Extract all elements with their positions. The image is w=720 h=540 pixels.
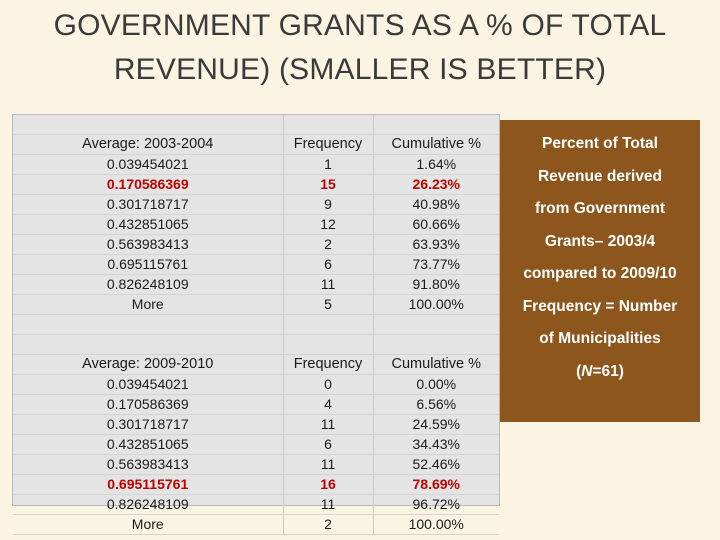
table-row: 0.695115761 6 73.77% [13, 254, 499, 275]
section1-header-cumulative: Cumulative % [373, 134, 499, 155]
description-line: Grants– 2003/4 [544, 232, 656, 250]
description-line: Revenue derived [537, 167, 663, 185]
bin-cell: 0.826248109 [13, 494, 284, 515]
sample-size-prefix: ( [576, 362, 582, 380]
table-row: 0.301718717 11 24.59% [13, 414, 499, 435]
frequency-cell: 0 [283, 374, 374, 395]
frequency-cell: 5 [283, 294, 374, 315]
section1-header-row: Average: 2003-2004 Frequency Cumulative … [13, 134, 499, 155]
frequency-cell: 12 [283, 214, 374, 235]
section1-header-frequency: Frequency [283, 134, 374, 155]
frequency-cell: 16 [283, 474, 374, 495]
bin-cell: More [13, 294, 284, 315]
frequency-cell: 2 [283, 514, 374, 535]
table-row: More 5 100.00% [13, 294, 499, 315]
spacer-row [13, 314, 499, 335]
table-row: 0.563983413 11 52.46% [13, 454, 499, 475]
cumulative-cell: 52.46% [373, 454, 499, 475]
sample-size-variable: N [581, 362, 593, 380]
frequency-cell: 1 [283, 154, 374, 175]
description-line: from Government [534, 200, 666, 217]
bin-cell: 0.432851065 [13, 434, 284, 455]
bin-cell: 0.039454021 [13, 154, 284, 175]
cumulative-cell: 1.64% [373, 154, 499, 175]
cumulative-cell: 78.69% [373, 474, 499, 495]
frequency-cell: 2 [283, 234, 374, 255]
table-row: 0.826248109 11 91.80% [13, 274, 499, 295]
frequency-cell: 4 [283, 394, 374, 415]
frequency-cell: 11 [283, 494, 374, 515]
section1-header-bin: Average: 2003-2004 [13, 134, 284, 155]
frequency-cell: 6 [283, 254, 374, 275]
cumulative-cell: 63.93% [373, 234, 499, 255]
bin-cell: 0.563983413 [13, 454, 284, 475]
spacer-row [13, 334, 499, 355]
sample-size-line: (N=61) [500, 360, 700, 393]
cumulative-cell: 0.00% [373, 374, 499, 395]
frequency-table: Average: 2003-2004 Frequency Cumulative … [13, 115, 499, 535]
section2-header-cumulative: Cumulative % [373, 354, 499, 375]
description-line: Frequency = Number [522, 297, 678, 315]
cumulative-cell: 34.43% [373, 434, 499, 455]
cumulative-cell: 26.23% [373, 174, 499, 195]
description-line: Percent of Total [542, 135, 658, 152]
table-row: 0.039454021 0 0.00% [13, 374, 499, 395]
table-row-highlighted: 0.170586369 15 26.23% [13, 174, 499, 195]
table-row: 0.432851065 6 34.43% [13, 434, 499, 455]
description-line: of Municipalities [539, 330, 661, 347]
spacer-row [13, 115, 499, 135]
cumulative-cell: 73.77% [373, 254, 499, 275]
table-row: 0.826248109 11 96.72% [13, 494, 499, 515]
frequency-cell: 11 [283, 414, 374, 435]
table-row: More 2 100.00% [13, 514, 499, 535]
cumulative-cell: 100.00% [373, 514, 499, 535]
bin-cell: 0.432851065 [13, 214, 284, 235]
cumulative-cell: 24.59% [373, 414, 499, 435]
cumulative-cell: 91.80% [373, 274, 499, 295]
bin-cell: 0.695115761 [13, 474, 284, 495]
section2-header-bin: Average: 2009-2010 [13, 354, 284, 375]
cumulative-cell: 96.72% [373, 494, 499, 515]
bin-cell: 0.170586369 [13, 394, 284, 415]
frequency-cell: 15 [283, 174, 374, 195]
bin-cell: More [13, 514, 284, 535]
frequency-cell: 6 [283, 434, 374, 455]
bin-cell: 0.301718717 [13, 194, 284, 215]
sample-size-value: =61) [592, 362, 624, 380]
description-box: Percent of Total Revenue derived from Go… [500, 120, 700, 422]
bin-cell: 0.301718717 [13, 414, 284, 435]
bin-cell: 0.695115761 [13, 254, 284, 275]
section2-header-frequency: Frequency [283, 354, 374, 375]
table-row: 0.563983413 2 63.93% [13, 234, 499, 255]
table-row: 0.170586369 4 6.56% [13, 394, 499, 415]
frequency-cell: 9 [283, 194, 374, 215]
bin-cell: 0.826248109 [13, 274, 284, 295]
frequency-cell: 11 [283, 454, 374, 475]
slide-title: GOVERNMENT GRANTS AS A % OF TOTAL REVENU… [40, 4, 680, 92]
table-row-highlighted: 0.695115761 16 78.69% [13, 474, 499, 495]
bin-cell: 0.039454021 [13, 374, 284, 395]
section2-header-row: Average: 2009-2010 Frequency Cumulative … [13, 354, 499, 375]
bin-cell: 0.563983413 [13, 234, 284, 255]
cumulative-cell: 100.00% [373, 294, 499, 315]
table-row: 0.432851065 12 60.66% [13, 214, 499, 235]
table-row: 0.301718717 9 40.98% [13, 194, 499, 215]
table-row: 0.039454021 1 1.64% [13, 154, 499, 175]
frequency-cell: 11 [283, 274, 374, 295]
title-line-1: GOVERNMENT GRANTS AS A % OF TOTAL [53, 9, 667, 42]
bin-cell: 0.170586369 [13, 174, 284, 195]
cumulative-cell: 40.98% [373, 194, 499, 215]
frequency-table-container: Average: 2003-2004 Frequency Cumulative … [12, 114, 500, 535]
description-line: compared to 2009/10 [523, 265, 677, 282]
cumulative-cell: 60.66% [373, 214, 499, 235]
cumulative-cell: 6.56% [373, 394, 499, 415]
title-line-2: REVENUE) (SMALLER IS BETTER) [113, 53, 607, 86]
